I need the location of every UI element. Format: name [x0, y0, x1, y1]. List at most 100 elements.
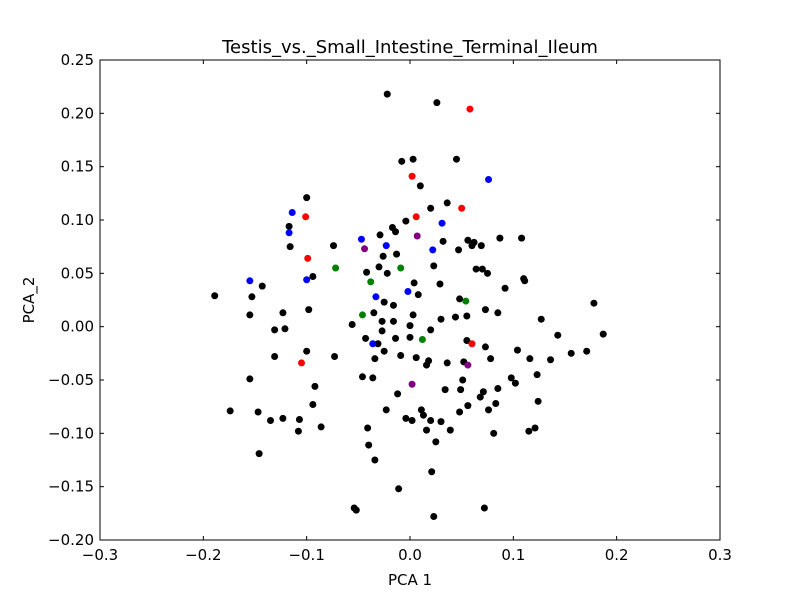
y-tick-label: 0.05	[61, 264, 94, 282]
data-point	[271, 326, 279, 334]
data-point	[427, 326, 435, 334]
data-point	[285, 229, 293, 237]
data-point	[410, 279, 418, 287]
data-point	[534, 397, 542, 405]
y-tick-label: 0.10	[61, 211, 94, 229]
data-point	[382, 406, 390, 414]
data-point	[476, 393, 484, 401]
data-point	[428, 468, 436, 476]
data-point	[371, 355, 379, 363]
data-point	[376, 231, 384, 239]
x-tick-label: −0.2	[185, 546, 221, 564]
data-point	[413, 232, 421, 240]
data-point	[246, 311, 254, 319]
data-point	[599, 330, 607, 338]
data-point	[458, 204, 466, 212]
data-point	[271, 353, 279, 361]
data-point	[302, 213, 310, 221]
chart-title: Testis_vs._Small_Intestine_Terminal_Ileu…	[221, 37, 598, 58]
data-point	[286, 243, 294, 251]
data-point	[255, 450, 263, 458]
points-layer	[211, 90, 607, 521]
data-point	[378, 327, 386, 335]
data-point	[392, 334, 400, 342]
data-point	[389, 301, 397, 309]
data-point	[494, 309, 502, 317]
data-point	[513, 346, 521, 354]
y-tick-label: −0.10	[48, 424, 94, 442]
data-point	[412, 213, 420, 221]
data-point	[433, 99, 441, 107]
data-point	[309, 273, 317, 281]
data-point	[480, 504, 488, 512]
data-point	[481, 306, 489, 314]
data-point	[404, 287, 412, 295]
data-point	[427, 417, 435, 425]
data-point	[309, 401, 317, 409]
data-point	[457, 386, 465, 394]
data-point	[464, 402, 472, 410]
data-point	[464, 361, 472, 369]
data-point	[375, 263, 383, 271]
data-point	[441, 386, 449, 394]
data-point	[332, 264, 340, 272]
data-point	[383, 269, 391, 277]
data-point	[583, 347, 591, 355]
x-tick-label: 0.3	[708, 546, 732, 564]
data-point	[496, 234, 504, 242]
data-point	[479, 388, 487, 396]
data-point	[254, 408, 262, 416]
data-point	[288, 209, 296, 217]
y-tick-label: 0.25	[61, 51, 94, 69]
data-point	[358, 373, 366, 381]
data-point	[369, 340, 377, 348]
data-point	[537, 315, 545, 323]
data-point	[427, 204, 435, 212]
data-point	[436, 280, 444, 288]
data-point	[374, 340, 382, 348]
data-point	[531, 424, 539, 432]
data-point	[526, 355, 534, 363]
data-point	[477, 242, 485, 250]
data-point	[456, 295, 464, 303]
data-point	[258, 282, 266, 290]
y-axis-label: PCA_2	[20, 277, 39, 324]
data-point	[331, 353, 339, 361]
data-point	[463, 312, 471, 320]
data-point	[279, 414, 287, 422]
data-point	[362, 334, 370, 342]
data-point	[478, 265, 486, 273]
data-point	[392, 228, 400, 236]
data-point	[389, 317, 397, 325]
data-point	[358, 311, 366, 319]
data-point	[459, 376, 467, 384]
data-point	[378, 317, 386, 325]
data-point	[371, 456, 379, 464]
data-point	[453, 155, 460, 163]
x-tick-label: −0.1	[288, 546, 324, 564]
data-point	[380, 347, 388, 355]
data-point	[365, 441, 373, 449]
y-axis-ticks: −0.20 −0.15 −0.10 −0.05 0.00 0.05 0.10 0.15 0.20…	[48, 51, 720, 549]
data-point	[406, 322, 414, 330]
y-tick-label: −0.05	[48, 371, 94, 389]
data-point	[487, 355, 495, 363]
data-point	[279, 309, 287, 317]
x-tick-label: 0.2	[605, 546, 629, 564]
data-point	[485, 175, 493, 183]
x-axis-label: PCA 1	[388, 571, 432, 589]
data-point	[518, 234, 526, 242]
data-point	[285, 222, 293, 230]
data-point	[408, 172, 416, 180]
data-point	[451, 313, 459, 321]
x-tick-label: 0.1	[501, 546, 525, 564]
data-point	[408, 380, 416, 388]
data-point	[395, 485, 403, 493]
data-point	[303, 194, 311, 202]
data-point	[348, 321, 356, 329]
data-point	[402, 217, 410, 225]
data-point	[437, 315, 445, 323]
data-point	[446, 426, 454, 434]
data-point	[525, 427, 533, 435]
